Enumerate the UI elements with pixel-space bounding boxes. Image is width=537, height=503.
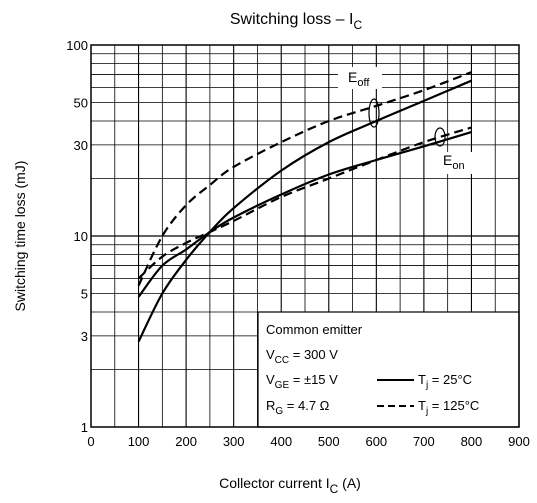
chart-title: Switching loss – IC (230, 11, 363, 32)
y-tick-label: 5 (81, 286, 88, 301)
x-tick-label: 500 (318, 434, 340, 449)
x-tick-label: 600 (365, 434, 387, 449)
eon-marker (434, 127, 446, 147)
y-tick-label: 30 (74, 138, 88, 153)
x-tick-labels: 0 100 200 300 400 500 600 700 800 900 (87, 434, 529, 449)
legend-tj-25: Tj = 25°C (418, 372, 472, 391)
y-tick-label: 100 (66, 38, 88, 53)
plot-frame (90, 44, 520, 428)
legend-vge: VGE = ±15 V (266, 372, 338, 391)
legend: Common emitter VCC = 300 V VGE = ±15 V R… (257, 311, 520, 428)
curve-Eon-solid (137, 131, 472, 298)
curves (137, 71, 472, 343)
legend-tj-125: Tj = 125°C (418, 398, 479, 417)
x-tick-label: 200 (175, 434, 197, 449)
eon-label: Eon (443, 152, 465, 172)
eoff-label: Eoff (348, 69, 370, 89)
y-tick-label: 1 (81, 420, 88, 435)
eon-label-bg (440, 152, 476, 174)
x-tick-label: 400 (270, 434, 292, 449)
eoff-label-bg (338, 67, 382, 89)
y-tick-labels: 1 3 5 10 30 50 100 (66, 38, 88, 435)
x-tick-label: 100 (128, 434, 150, 449)
y-tick-label: 3 (81, 329, 88, 344)
legend-title: Common emitter (266, 322, 363, 337)
x-tick-label: 300 (223, 434, 245, 449)
legend-rg: RG = 4.7 Ω (266, 398, 330, 417)
legend-box (257, 311, 520, 428)
y-tick-label: 50 (74, 95, 88, 110)
y-tick-label: 10 (74, 229, 88, 244)
eoff-marker (368, 98, 380, 128)
x-tick-label: 700 (413, 434, 435, 449)
legend-vcc: VCC = 300 V (266, 347, 338, 366)
curve-Eoff-dashed (137, 71, 472, 287)
x-tick-label: 800 (461, 434, 483, 449)
x-tick-label: 900 (508, 434, 530, 449)
x-axis-label: Collector current IC (A) (219, 475, 361, 496)
curve-Eon-dashed (137, 126, 472, 280)
x-tick-label: 0 (87, 434, 94, 449)
curve-Eoff-solid (137, 79, 472, 343)
y-axis-label: Switching time loss (mJ) (12, 161, 28, 312)
